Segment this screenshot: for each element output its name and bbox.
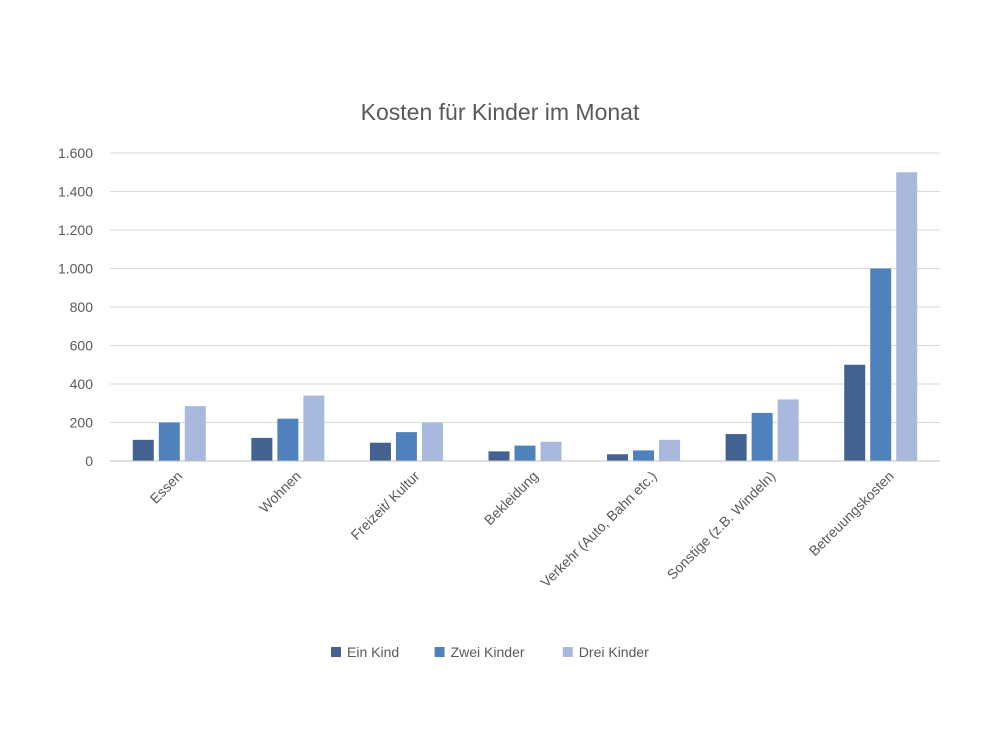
legend: Ein Kind Zwei Kinder Drei Kinder	[331, 644, 649, 660]
gridlines	[110, 152, 940, 423]
chart-title: Kosten für Kinder im Monat	[361, 99, 640, 125]
bar	[725, 434, 747, 461]
y-tick-label: 1.000	[58, 261, 93, 277]
x-tick-label: Verkehr (Auto, Bahn etc.)	[537, 468, 659, 590]
bar	[659, 439, 681, 461]
bar	[158, 422, 180, 461]
bar	[514, 445, 536, 461]
legend-label: Ein Kind	[347, 644, 399, 660]
bar	[303, 395, 325, 461]
bar	[395, 432, 417, 461]
bar	[132, 439, 154, 461]
legend-label: Zwei Kinder	[451, 644, 525, 660]
bar	[777, 399, 799, 461]
bar	[607, 454, 629, 461]
legend-swatch	[562, 647, 573, 657]
legend-swatch	[331, 647, 341, 657]
legend-label: Drei Kinder	[579, 644, 649, 660]
bar	[488, 451, 510, 461]
y-tick-label: 0	[85, 453, 93, 469]
bar	[251, 437, 273, 461]
bar	[633, 450, 655, 461]
bar	[369, 442, 391, 461]
y-tick-label: 800	[70, 299, 94, 315]
y-tick-label: 1.600	[58, 145, 93, 161]
bar	[277, 418, 299, 461]
y-axis-ticks: 0 200 400 600 800 1.000 1.200 1.400 1.600	[58, 145, 93, 469]
y-tick-label: 400	[70, 376, 94, 392]
x-tick-label: Essen	[147, 468, 186, 507]
bar	[751, 412, 773, 461]
x-tick-label: Betreuungskosten	[806, 468, 897, 559]
bar	[184, 406, 206, 461]
legend-swatch	[434, 647, 445, 657]
bar	[421, 422, 443, 461]
bar	[870, 268, 892, 461]
y-tick-label: 1.400	[58, 184, 93, 200]
bar	[844, 364, 866, 461]
bars	[132, 172, 918, 461]
x-tick-label: Sonstige (z.B. Windeln)	[664, 468, 779, 583]
x-tick-label: Bekleidung	[481, 468, 541, 528]
bar	[540, 441, 562, 461]
x-tick-label: Wohnen	[256, 468, 304, 516]
y-tick-label: 1.200	[58, 222, 93, 238]
y-tick-label: 600	[70, 338, 94, 354]
x-tick-label: Freizeit/ Kultur	[347, 468, 422, 543]
y-tick-label: 200	[70, 415, 94, 431]
x-axis-labels: Essen Wohnen Freizeit/ Kultur BekleidungVer…	[147, 468, 897, 591]
bar	[896, 172, 918, 461]
